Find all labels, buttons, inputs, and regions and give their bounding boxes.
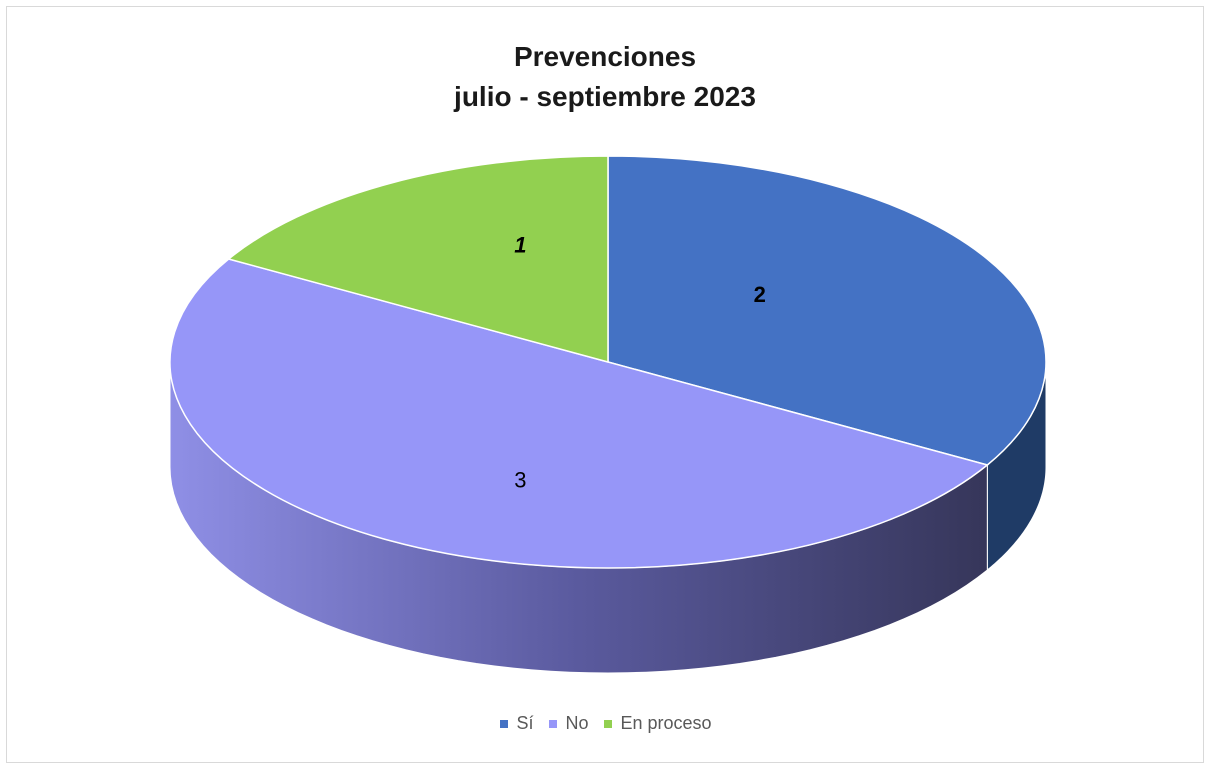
legend-item-no: No (549, 713, 588, 734)
legend-swatch-no (549, 719, 558, 728)
pie-slice-no (169, 258, 989, 569)
legend-label-si: Sí (516, 713, 534, 733)
legend: Sí No En proceso (0, 713, 1212, 734)
legend-swatch-si (500, 719, 509, 728)
legend-item-si: Sí (500, 713, 533, 734)
pie-tops (169, 155, 1047, 569)
pie-labels: 2 3 1 (514, 232, 766, 492)
legend-label-no: No (565, 713, 589, 733)
data-label-no: 3 (514, 468, 526, 493)
data-label-si: 2 (754, 282, 766, 307)
legend-label-en-proceso: En proceso (620, 713, 712, 733)
pie-slice-si (607, 155, 1047, 466)
data-label-en-proceso: 1 (514, 232, 526, 257)
chart-title-line-2: julio - septiembre 2023 (454, 81, 756, 112)
pie-slice-en-proceso (227, 155, 609, 363)
chart-title: Prevenciones julio - septiembre 2023 (7, 37, 1203, 117)
legend-swatch-en-proceso (604, 719, 613, 728)
legend-item-en-proceso: En proceso (604, 713, 712, 734)
chart-title-line-1: Prevenciones (513, 41, 697, 72)
